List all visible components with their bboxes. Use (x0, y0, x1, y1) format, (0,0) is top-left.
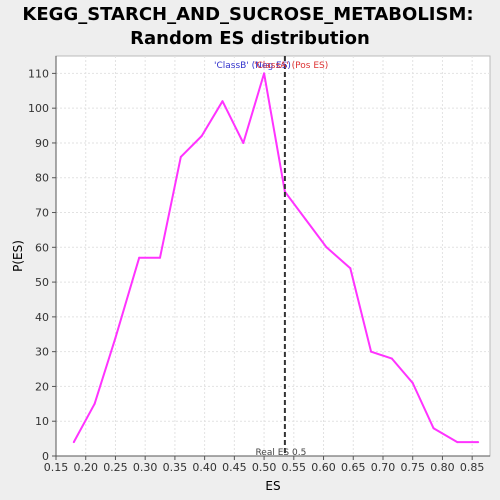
y-tick-label: 50 (35, 276, 49, 289)
x-tick-label: 0.50 (252, 461, 277, 474)
x-tick-label: 0.65 (341, 461, 366, 474)
data-point (432, 427, 435, 430)
data-point (390, 357, 393, 360)
x-axis-label: ES (265, 479, 280, 493)
y-tick-label: 30 (35, 346, 49, 359)
y-tick-label: 20 (35, 380, 49, 393)
y-tick-label: 110 (28, 67, 49, 80)
x-tick-label: 0.85 (460, 461, 485, 474)
data-point (349, 267, 352, 270)
x-tick-label: 0.75 (400, 461, 425, 474)
y-tick-label: 80 (35, 172, 49, 185)
y-tick-label: 40 (35, 311, 49, 324)
x-axis-ticks: 0.15 0.20 0.25 0.30 0.35 0.40 0.45 0.50 0.55 0.60… (44, 456, 485, 474)
data-point (370, 350, 373, 353)
plot-area (55, 55, 491, 457)
x-tick-label: 0.40 (192, 461, 217, 474)
data-point (325, 246, 328, 249)
series-line (72, 72, 479, 444)
x-tick-label: 0.45 (222, 461, 247, 474)
data-point (242, 141, 245, 144)
y-tick-label: 90 (35, 137, 49, 150)
y-axis-label: P(ES) (11, 240, 25, 272)
y-tick-label: 60 (35, 241, 49, 254)
x-tick-label: 0.80 (430, 461, 455, 474)
y-tick-label: 10 (35, 415, 49, 428)
data-point (200, 135, 203, 137)
y-tick-label: 70 (35, 207, 49, 220)
legend-item-pos: 'ClassA' (Pos ES) (254, 61, 328, 71)
x-tick-label: 0.30 (133, 461, 158, 474)
y-tick-label: 0 (42, 450, 49, 463)
data-point (93, 402, 96, 405)
data-point (179, 155, 182, 158)
chart-title-line-1: KEGG_STARCH_AND_SUCROSE_METABOLISM: (22, 4, 473, 25)
data-point (263, 72, 266, 75)
data-point (477, 441, 480, 444)
legend-item-neg: 'ClassB' (Neg ES) (214, 61, 291, 71)
x-tick-label: 0.20 (73, 461, 98, 474)
series-layer (72, 72, 480, 444)
data-point (138, 256, 141, 259)
x-tick-label: 0.35 (163, 461, 188, 474)
y-axis-ticks: 0 10 20 30 40 50 60 70 80 90 100 110 (28, 67, 56, 463)
x-tick-label: 0.15 (44, 461, 69, 474)
x-tick-label: 0.55 (282, 461, 307, 474)
data-point (114, 336, 117, 339)
data-point (221, 100, 224, 103)
data-point (159, 256, 162, 259)
real-es-label: Real ES 0.5 (255, 448, 306, 458)
x-tick-label: 0.60 (311, 461, 336, 474)
chart-title-line-2: Random ES distribution (130, 28, 370, 49)
x-tick-label: 0.70 (371, 461, 396, 474)
x-tick-label: 0.25 (103, 461, 128, 474)
data-point (411, 381, 414, 384)
data-point (304, 218, 307, 221)
y-tick-label: 100 (28, 102, 49, 115)
data-point (72, 441, 75, 444)
data-point (456, 441, 459, 444)
